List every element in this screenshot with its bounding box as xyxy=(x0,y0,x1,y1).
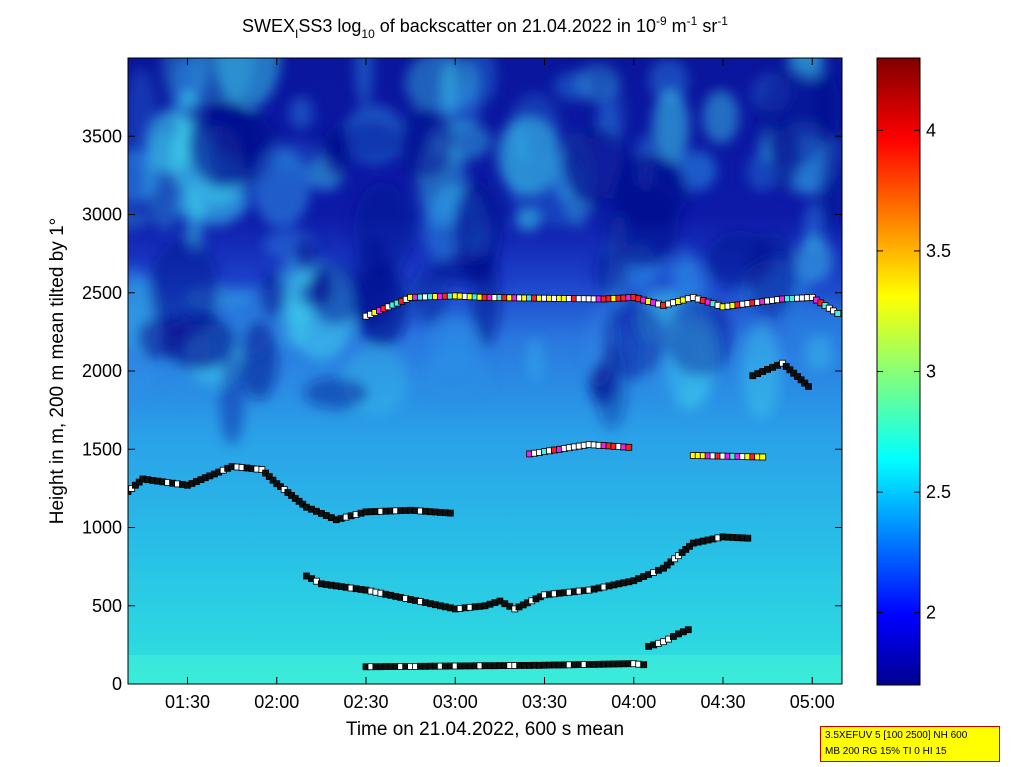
layer-trace xyxy=(128,463,454,524)
colorbar-tick-label: 3 xyxy=(926,362,936,382)
layer-trace xyxy=(749,359,812,390)
x-tick-label: 04:00 xyxy=(611,692,656,712)
x-axis: 01:30 02:00 02:30 03:00 03:30 04:00 04:30 05:00 xyxy=(165,58,835,712)
layer-trace xyxy=(645,626,692,650)
layer-trace xyxy=(303,533,752,613)
chart-title: SWEXISS3 log10 of backscatter on 21.04.2… xyxy=(242,14,728,41)
y-axis-label: Height in m, 200 m mean tilted by 1° xyxy=(47,218,68,524)
y-tick-label: 1000 xyxy=(82,518,122,538)
x-tick-label: 04:30 xyxy=(700,692,745,712)
info-line-1: 3.5XEFUV 5 [100 2500] NH 600 xyxy=(825,730,968,741)
y-tick-label: 0 xyxy=(112,674,122,694)
colorbar-tick-label: 3.5 xyxy=(926,241,951,261)
y-tick-label: 2000 xyxy=(82,361,122,381)
layer-marker xyxy=(805,383,812,390)
colorbar-tick-label: 2 xyxy=(926,603,936,623)
colorbar-gradient xyxy=(876,57,921,686)
layer-trace xyxy=(362,292,842,320)
colorbar-tick-label: 4 xyxy=(926,120,936,140)
layer-marker xyxy=(265,473,273,481)
x-axis-label: Time on 21.04.2022, 600 s mean xyxy=(346,719,624,740)
x-tick-label: 01:30 xyxy=(165,692,210,712)
layer-marker xyxy=(759,453,767,461)
y-tick-label: 1500 xyxy=(82,439,122,459)
info-line-2: MB 200 RG 15% TI 0 HI 15 xyxy=(825,746,947,757)
x-tick-label: 02:30 xyxy=(343,692,388,712)
layer-marker xyxy=(446,509,454,517)
layer-marker xyxy=(269,476,277,484)
x-tick-label: 03:00 xyxy=(433,692,478,712)
layer-trace xyxy=(689,452,767,461)
layer-marker xyxy=(684,626,692,634)
layer-trace xyxy=(526,441,633,458)
y-tick-label: 3500 xyxy=(82,126,122,146)
y-tick-label: 3000 xyxy=(82,205,122,225)
x-tick-label: 05:00 xyxy=(790,692,835,712)
layer-marker xyxy=(786,366,794,374)
layer-marker xyxy=(262,469,270,477)
x-tick-label: 03:30 xyxy=(522,692,567,712)
backscatter-heatmap xyxy=(128,58,842,684)
layer-marker xyxy=(640,661,648,669)
colorbar-tick-label: 2.5 xyxy=(926,482,951,502)
layer-marker xyxy=(625,443,633,451)
y-tick-label: 2500 xyxy=(82,283,122,303)
layer-marker xyxy=(834,310,842,317)
layer-marker xyxy=(258,466,266,474)
layer-markers xyxy=(128,292,842,671)
x-tick-label: 02:00 xyxy=(254,692,299,712)
colorbar: 2 2.5 3 3.5 4 xyxy=(876,57,951,686)
y-axis: 0 500 1000 1500 2000 2500 3000 3500 xyxy=(82,126,842,694)
layer-marker xyxy=(744,534,752,542)
processing-info-box: 3.5XEFUV 5 [100 2500] NH 600 MB 200 RG 1… xyxy=(820,726,1000,762)
layer-trace xyxy=(362,660,648,671)
y-tick-label: 500 xyxy=(92,596,122,616)
